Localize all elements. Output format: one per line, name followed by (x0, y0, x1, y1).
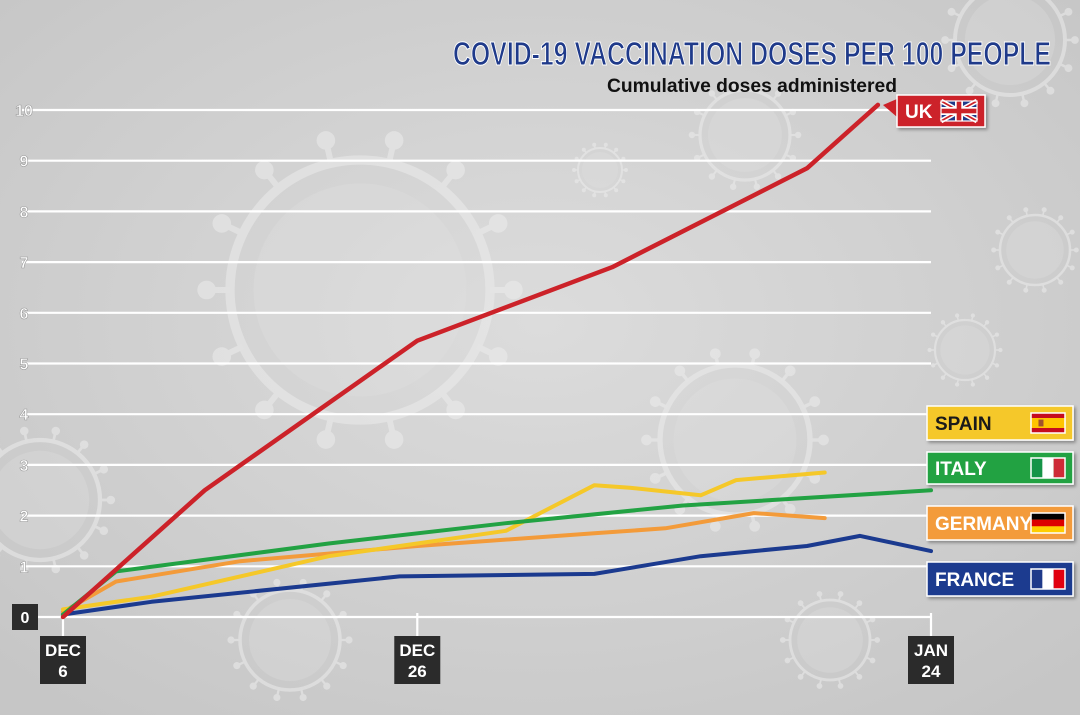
spain-flag-icon (1030, 412, 1066, 434)
x-tick-label-jan-24: JAN 24 (908, 636, 954, 684)
y-tick-label-2: 2 (20, 509, 29, 526)
france-flag-icon (1030, 568, 1066, 590)
x-tick-label-dec-26: DEC 26 (394, 636, 441, 684)
series-line-uk (60, 102, 881, 620)
x-tick-day: 26 (408, 662, 427, 681)
y-tick-label-1: 1 (20, 559, 29, 576)
germany-flag-icon (1030, 512, 1066, 534)
virus-shape (941, 0, 1079, 108)
chart-subtitle: Cumulative doses administered (607, 76, 897, 97)
x-tick-month: DEC (45, 641, 81, 660)
virus-shape (227, 578, 353, 702)
legend-text: UK (905, 102, 933, 123)
x-tick-month: DEC (399, 641, 435, 660)
legend-text: ITALY (935, 459, 987, 480)
legend-text: SPAIN (935, 414, 992, 435)
y-axis-ticks: 0 1 2 3 4 5 6 7 8 9 10 (12, 103, 38, 630)
y-tick-label-9: 9 (20, 154, 29, 171)
chart-title: COVID-19 VACCINATION DOSES PER 100 PEOPL… (453, 35, 1051, 72)
x-tick-label-dec-6: DEC 6 (40, 636, 86, 684)
x-tick-day: 24 (922, 662, 941, 681)
legend: UK SPAIN ITALY GERMANY FRANCE (883, 94, 1074, 597)
svg-text:0: 0 (21, 610, 30, 627)
virus-shape (779, 591, 881, 689)
y-tick-label-8: 8 (20, 204, 29, 221)
x-axis-ticks: DEC 6 DEC 26 JAN 24 (40, 636, 954, 684)
y-tick-label-7: 7 (20, 255, 29, 272)
legend-text: FRANCE (935, 570, 1014, 591)
series-line-france (61, 533, 933, 617)
y-tick-label-4: 4 (20, 407, 29, 424)
virus-shape (991, 207, 1079, 293)
italy-flag-icon (1030, 457, 1066, 479)
legend-label-germany: GERMANY (926, 505, 1074, 541)
y-tick-label-3: 3 (20, 458, 29, 475)
legend-text: GERMANY (935, 514, 1032, 535)
virus-shape (0, 426, 116, 574)
series-line-germany (61, 511, 827, 614)
x-tick-month: JAN (914, 641, 948, 660)
x-tick-day: 6 (58, 662, 67, 681)
virus-shape (927, 313, 1003, 387)
series-line-spain (61, 470, 827, 612)
legend-label-italy: ITALY (926, 451, 1074, 485)
series-lines (60, 102, 933, 620)
y-tick-label-10: 10 (15, 103, 33, 120)
y-tick-label-6: 6 (20, 306, 29, 323)
y-tick-label-5: 5 (20, 357, 29, 374)
legend-label-spain: SPAIN (926, 405, 1074, 441)
legend-label-uk: UK (883, 94, 986, 128)
uk-flag-icon (939, 98, 979, 124)
y-tick-label-0: 0 (12, 604, 38, 630)
legend-label-france: FRANCE (926, 561, 1074, 597)
